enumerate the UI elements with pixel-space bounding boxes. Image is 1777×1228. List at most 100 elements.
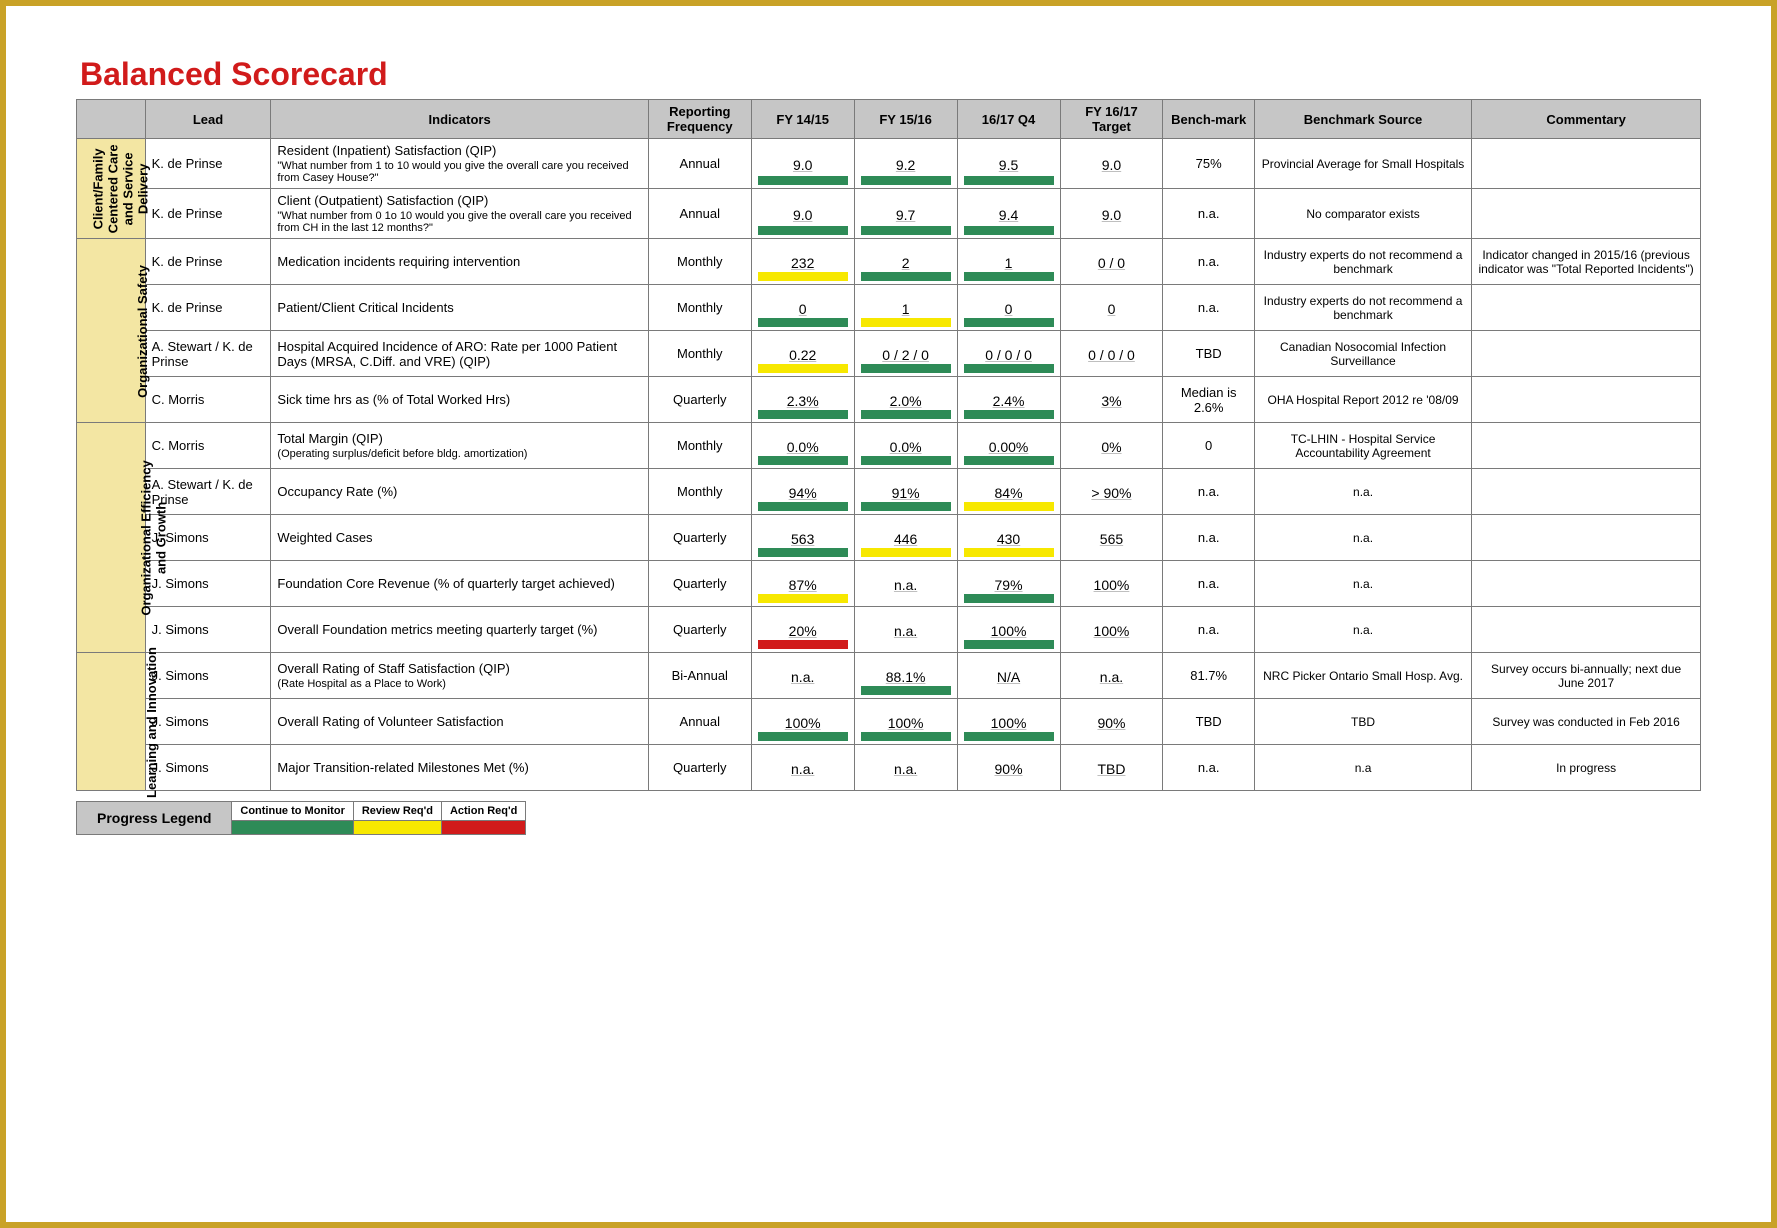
metric-cell: 90% (957, 745, 1060, 791)
indicator-cell: Resident (Inpatient) Satisfaction (QIP)"… (271, 139, 648, 189)
metric-cell: 2.0% (854, 377, 957, 423)
metric-value: 9.5 (958, 149, 1060, 179)
metric-bar (861, 410, 951, 419)
lead-cell: J. Simons (145, 699, 271, 745)
table-row: Organizational SafetyK. de PrinseMedicat… (77, 239, 1701, 285)
table-row: J. SimonsFoundation Core Revenue (% of q… (77, 561, 1701, 607)
bench-cell: TBD (1163, 699, 1254, 745)
indicator-cell: Medication incidents requiring intervent… (271, 239, 648, 285)
header-fy2: FY 15/16 (854, 100, 957, 139)
metric-cell: TBD (1060, 745, 1163, 791)
metric-bar (964, 548, 1054, 557)
commentary-cell (1472, 607, 1701, 653)
legend-title: Progress Legend (77, 802, 232, 835)
header-indicators: Indicators (271, 100, 648, 139)
metric-value: n.a. (752, 661, 854, 691)
lead-cell: K. de Prinse (145, 285, 271, 331)
header-freq: Reporting Frequency (648, 100, 751, 139)
source-cell: TBD (1254, 699, 1471, 745)
metric-value: 9.0 (1061, 149, 1163, 179)
metric-cell: 100% (751, 699, 854, 745)
metric-cell: n.a. (751, 745, 854, 791)
metric-bar (964, 456, 1054, 465)
legend-bar-red (441, 821, 525, 835)
metric-bar (758, 410, 848, 419)
metric-value: 9.7 (855, 199, 957, 229)
metric-cell: 2.4% (957, 377, 1060, 423)
bench-cell: n.a. (1163, 561, 1254, 607)
legend-label-0: Continue to Monitor (232, 802, 353, 821)
metric-value: 90% (1061, 707, 1163, 737)
table-row: J. SimonsOverall Rating of Volunteer Sat… (77, 699, 1701, 745)
metric-bar (861, 226, 951, 235)
metric-bar (964, 176, 1054, 185)
metric-value: n.a. (855, 615, 957, 645)
metric-value: n.a. (752, 753, 854, 783)
metric-bar (964, 318, 1054, 327)
category-cell: Client/FamilyCentered Careand ServiceDel… (77, 139, 146, 239)
legend: Progress Legend Continue to Monitor Revi… (76, 801, 1701, 835)
metric-cell: 0.0% (751, 423, 854, 469)
table-row: K. de PrinsePatient/Client Critical Inci… (77, 285, 1701, 331)
source-cell: NRC Picker Ontario Small Hosp. Avg. (1254, 653, 1471, 699)
header-src: Benchmark Source (1254, 100, 1471, 139)
category-cell: Organizational Efficiencyand Growth (77, 423, 146, 653)
header-lead: Lead (145, 100, 271, 139)
metric-bar (861, 686, 951, 695)
indicator-cell: Total Margin (QIP)(Operating surplus/def… (271, 423, 648, 469)
metric-value: 9.4 (958, 199, 1060, 229)
commentary-cell (1472, 285, 1701, 331)
metric-cell: 9.4 (957, 189, 1060, 239)
legend-bar-green (232, 821, 353, 835)
bench-cell: n.a. (1163, 239, 1254, 285)
freq-cell: Monthly (648, 423, 751, 469)
commentary-cell: Survey was conducted in Feb 2016 (1472, 699, 1701, 745)
source-cell: OHA Hospital Report 2012 re '08/09 (1254, 377, 1471, 423)
metric-value: 100% (1061, 615, 1163, 645)
source-cell: Industry experts do not recommend a benc… (1254, 239, 1471, 285)
header-com: Commentary (1472, 100, 1701, 139)
metric-cell: 563 (751, 515, 854, 561)
metric-cell: 0 / 0 / 0 (957, 331, 1060, 377)
metric-cell: 0 (751, 285, 854, 331)
indicator-cell: Sick time hrs as (% of Total Worked Hrs) (271, 377, 648, 423)
metric-bar (758, 548, 848, 557)
metric-value: 565 (1061, 523, 1163, 553)
table-row: Organizational Efficiencyand GrowthC. Mo… (77, 423, 1701, 469)
metric-bar (758, 176, 848, 185)
metric-cell: 20% (751, 607, 854, 653)
lead-cell: K. de Prinse (145, 139, 271, 189)
metric-cell: > 90% (1060, 469, 1163, 515)
indicator-cell: Major Transition-related Milestones Met … (271, 745, 648, 791)
metric-bar (758, 272, 848, 281)
metric-bar (964, 364, 1054, 373)
table-row: C. MorrisSick time hrs as (% of Total Wo… (77, 377, 1701, 423)
freq-cell: Quarterly (648, 745, 751, 791)
indicator-cell: Occupancy Rate (%) (271, 469, 648, 515)
table-row: A. Stewart / K. de PrinseHospital Acquir… (77, 331, 1701, 377)
table-row: J. SimonsOverall Foundation metrics meet… (77, 607, 1701, 653)
metric-cell: 0 / 0 / 0 (1060, 331, 1163, 377)
legend-label-2: Action Req'd (441, 802, 525, 821)
metric-value: 0% (1061, 431, 1163, 461)
header-row: Lead Indicators Reporting Frequency FY 1… (77, 100, 1701, 139)
legend-label-1: Review Req'd (353, 802, 441, 821)
metric-value: n.a. (1061, 661, 1163, 691)
source-cell: n.a. (1254, 469, 1471, 515)
lead-cell: J. Simons (145, 653, 271, 699)
metric-bar (861, 502, 951, 511)
metric-value: 0 / 0 (1061, 247, 1163, 277)
bench-cell: 75% (1163, 139, 1254, 189)
source-cell: TC-LHIN - Hospital Service Accountabilit… (1254, 423, 1471, 469)
indicator-cell: Weighted Cases (271, 515, 648, 561)
metric-value: > 90% (1061, 477, 1163, 507)
metric-bar (861, 364, 951, 373)
source-cell: Provincial Average for Small Hospitals (1254, 139, 1471, 189)
metric-cell: 91% (854, 469, 957, 515)
bench-cell: n.a. (1163, 469, 1254, 515)
metric-cell: 100% (957, 607, 1060, 653)
metric-cell: 2 (854, 239, 957, 285)
metric-value: 100% (1061, 569, 1163, 599)
metric-value: N/A (958, 661, 1060, 691)
metric-cell: 232 (751, 239, 854, 285)
